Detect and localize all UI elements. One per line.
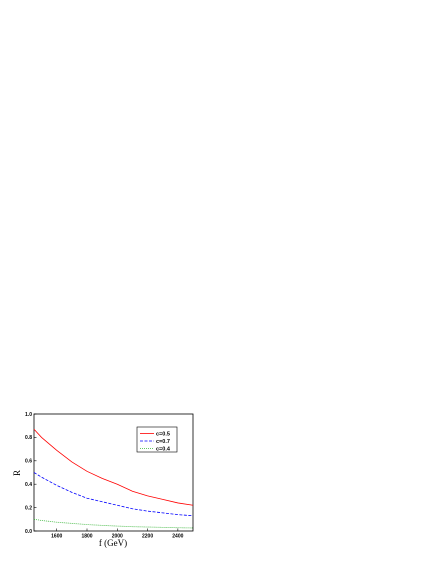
legend-label: c=0.4	[156, 447, 171, 453]
x-tick-label: 2000	[112, 534, 123, 540]
y-tick-label: 0.4	[25, 482, 32, 488]
x-axis-label: f (GeV)	[99, 538, 127, 548]
x-tick-label: 1600	[51, 534, 62, 540]
y-tick-label: 0.8	[25, 435, 32, 441]
series-line-1	[33, 472, 194, 517]
legend-items: c=0.5c=0.7 c=0.4	[140, 432, 171, 453]
x-tick-label: 2400	[172, 534, 183, 540]
x-tick-label: 1800	[81, 534, 92, 540]
y-tick-label: 0.0	[25, 529, 32, 535]
series-line-0	[33, 428, 194, 506]
x-axis-ticks: 1600 1800 2000 2200 2400	[51, 528, 184, 540]
y-axis-ticks: 0.0 0.2 0.4 0.6 0.8 1.0	[25, 412, 37, 535]
series-line-2	[33, 518, 194, 529]
legend-label: c=0.7	[156, 439, 170, 445]
y-tick-label: 0.2	[25, 505, 32, 511]
y-tick-label: 0.6	[25, 459, 32, 465]
x-tick-label: 2200	[142, 534, 153, 540]
legend-box	[136, 426, 178, 453]
legend: c=0.5c=0.7 c=0.4	[136, 426, 178, 453]
legend-label: c=0.5	[156, 432, 170, 438]
y-tick-label: 1.0	[25, 412, 32, 418]
y-axis-label: R	[12, 470, 22, 476]
series-lines	[33, 428, 194, 529]
